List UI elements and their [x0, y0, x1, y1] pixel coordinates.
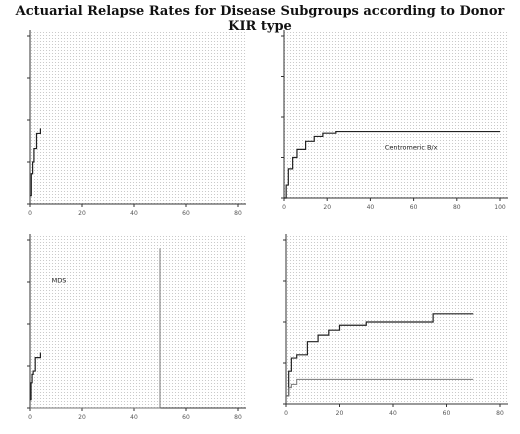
x-tick-label: 20: [78, 210, 86, 217]
annotation-label: Centromeric B/x: [385, 143, 438, 151]
x-tick-label: 60: [182, 414, 190, 421]
x-tick-label: 40: [367, 204, 375, 211]
x-tick-label: 20: [336, 410, 344, 417]
chart-panel-bottom-right: 0 20 40 60 80: [262, 226, 520, 430]
series-line-1: [286, 313, 474, 397]
x-tick-label: 0: [284, 410, 288, 417]
x-tick-label: 80: [234, 210, 242, 217]
plot-background: [286, 234, 508, 404]
x-tick-label: 20: [323, 204, 331, 211]
series-line-2: [286, 378, 474, 397]
chart-svg: 0 20 40 60 80 100 Centromeric B/x: [281, 30, 508, 211]
series-line-1: [30, 352, 41, 401]
x-tick-label: 40: [389, 410, 397, 417]
chart-svg: 0 20 40 60 80: [27, 30, 246, 217]
x-tick-label: 100: [494, 204, 506, 211]
chart-panel-bottom-left: 0 20 40 60 80 MDS: [0, 226, 258, 430]
series-line-2: [30, 248, 161, 409]
series-line-1: [284, 130, 500, 199]
chart-panel-top-right: 0 20 40 60 80 100 Centromeric B/x: [262, 22, 520, 220]
x-tick-label: 0: [282, 204, 286, 211]
series-line-1: [30, 128, 41, 197]
figure-title: Actuarial Relapse Rates for Disease Subg…: [15, 4, 505, 34]
annotation-label: MDS: [52, 277, 67, 285]
x-tick-label: 80: [453, 204, 461, 211]
x-tick-label: 40: [130, 414, 138, 421]
x-tick-label: 80: [234, 414, 242, 421]
x-tick-label: 40: [130, 210, 138, 217]
chart-panel-top-left: 0 20 40 60 80: [0, 22, 258, 220]
x-tick-label: 0: [28, 210, 32, 217]
x-tick-label: 60: [443, 410, 451, 417]
x-tick-label: 80: [496, 410, 504, 417]
plot-background: [30, 234, 246, 408]
x-tick-label: 20: [78, 414, 86, 421]
chart-svg: 0 20 40 60 80: [283, 234, 508, 417]
x-tick-label: 60: [182, 210, 190, 217]
x-tick-label: 0: [28, 414, 32, 421]
x-tick-label: 60: [410, 204, 418, 211]
plot-background: [284, 30, 508, 198]
plot-background: [30, 30, 246, 204]
chart-svg: 0 20 40 60 80 MDS: [27, 234, 246, 421]
